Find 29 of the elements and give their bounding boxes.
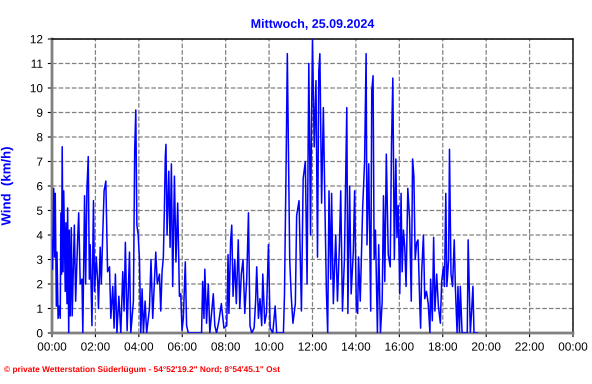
x-tick-label: 18:00: [428, 342, 458, 351]
x-tick-label: 20:00: [472, 342, 500, 351]
x-tick-label: 04:00: [124, 342, 154, 351]
y-tick-label: 4: [36, 231, 43, 240]
text: © private Wetterstation Süderlügum - 54°52'19.2" Nord; 8°54'45.1" Ost: [4, 366, 280, 374]
y-tick-label: 7: [37, 158, 42, 166]
x-tick-label: 10:00: [255, 342, 284, 351]
y-tick-label: 0: [36, 329, 43, 338]
y-tick-label: 1: [37, 304, 42, 313]
chart-title: Mittwoch, 25.09.2024: [252, 18, 374, 30]
y-tick-label: 11: [32, 60, 42, 68]
x-tick-label: 12:00: [298, 342, 327, 351]
y-tick-label: 9: [36, 108, 42, 117]
x-tick-label: 06:00: [168, 342, 197, 351]
y-tick-label: 8: [36, 133, 42, 142]
y-tick-label: 12: [30, 35, 42, 44]
y-tick-label: 10: [30, 84, 43, 92]
y-tick-label: 2: [37, 280, 42, 288]
x-tick-label: 02:00: [81, 342, 110, 351]
y-tick-label: 3: [36, 256, 42, 264]
y-axis-title: Wind (km/h): [0, 147, 14, 226]
x-tick-label: 16:00: [385, 342, 414, 351]
x-tick-label: 00:00: [558, 342, 588, 351]
y-tick-label: 6: [37, 182, 42, 190]
x-tick-label: 22:00: [515, 342, 544, 351]
x-tick-label: 14:00: [342, 342, 370, 351]
x-tick-label: 00:00: [38, 342, 66, 351]
y-tick-label: 5: [36, 206, 42, 215]
x-tick-label: 08:00: [211, 342, 240, 351]
